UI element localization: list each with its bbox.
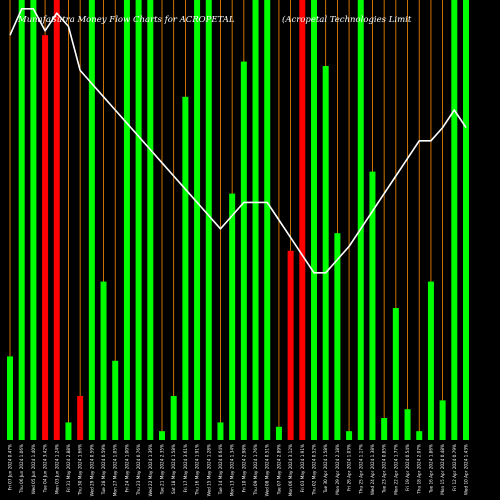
bar-series <box>7 0 469 441</box>
bar <box>427 281 434 440</box>
bar <box>88 0 95 440</box>
bar <box>159 431 165 440</box>
x-tick-label: Tue 04 Jun 2024 3.42% <box>43 444 48 493</box>
bar <box>451 0 458 440</box>
x-tick-label: Fri 26 Apr 2024 1.03% <box>347 444 352 491</box>
bar <box>30 0 37 440</box>
bar <box>170 396 177 440</box>
bar <box>381 418 388 440</box>
bar <box>205 0 212 440</box>
x-tick-label: Thu 16 May 2024 1.91% <box>195 444 200 496</box>
x-tick-label: Tue 21 May 2024 2.35% <box>160 444 165 495</box>
bar <box>404 409 411 440</box>
x-tick-label: Sat 18 May 2024 1.58% <box>171 444 176 494</box>
bar <box>135 0 142 440</box>
bar <box>322 66 329 440</box>
x-tick-label: Tue 07 May 2024 2.89% <box>276 444 281 495</box>
x-tick-label: Mon 29 Apr 2024 2.18% <box>335 444 340 495</box>
x-tick-label: Thu 25 Apr 2024 1.17% <box>358 444 363 495</box>
bar <box>77 396 84 440</box>
x-tick-label: Mon 06 May 2024 3.12% <box>288 444 293 496</box>
x-tick-label: Fri 31 May 2024 2.88% <box>66 444 71 492</box>
bar <box>100 281 107 440</box>
x-tick-labels: Fri 07 Jun 2024 0.47% Thu 06 Jun 2024 1.0… <box>8 444 469 496</box>
bar <box>42 35 49 440</box>
bar <box>392 308 399 440</box>
chart-subtitle: (Acropetal Technologies Limit <box>282 14 412 25</box>
bar <box>287 250 294 440</box>
bar <box>275 426 282 440</box>
bar <box>369 171 376 440</box>
x-tick-label: Wed 15 May 2024 1.28% <box>206 444 211 496</box>
x-tick-label: Mon 22 Apr 2024 1.77% <box>393 444 398 495</box>
bar <box>463 0 469 440</box>
x-tick-label: Mon 13 May 2024 1.34% <box>230 444 235 496</box>
x-tick-label: Mon 03 Jun 2024 1.24% <box>54 444 59 494</box>
x-tick-label: Fri 03 May 2024 1.91% <box>300 444 305 492</box>
x-tick-label: Mon 27 May 2024 1.05% <box>113 444 118 496</box>
x-tick-label: Fri 24 May 2024 1.00% <box>124 444 129 492</box>
x-tick-label: Thu 18 Apr 2024 2.07% <box>417 444 422 495</box>
x-tick-label: Wed 24 Apr 2024 1.38% <box>370 444 375 495</box>
x-tick-label: Fri 10 May 2024 2.98% <box>241 444 246 492</box>
x-tick-label: Thu 06 Jun 2024 1.06% <box>19 444 24 494</box>
bar <box>182 96 189 441</box>
x-tick-label: Tue 23 Apr 2024 0.85% <box>382 444 387 494</box>
bar <box>112 360 119 440</box>
bar <box>416 431 423 440</box>
money-flow-line <box>9 8 467 274</box>
bar <box>123 0 130 440</box>
x-tick-label: Fri 19 Apr 2024 0.54% <box>405 444 410 491</box>
bar <box>357 0 364 440</box>
bar <box>229 193 236 440</box>
x-tick-label: Wed 10 Apr 2024 1.43% <box>464 444 469 495</box>
bar <box>334 233 341 440</box>
bar <box>240 61 247 440</box>
bar <box>311 0 317 440</box>
x-tick-label: Mon 15 Apr 2024 0.48% <box>440 444 445 495</box>
bar <box>53 0 60 440</box>
bar <box>252 0 259 440</box>
x-tick-label: Fri 17 May 2024 3.61% <box>183 444 188 492</box>
bar <box>194 0 201 440</box>
x-tick-label: Thu 02 May 2024 0.52% <box>312 444 317 496</box>
x-tick-label: Tue 16 Apr 2024 1.86% <box>428 444 433 494</box>
bar <box>217 422 224 440</box>
bar <box>346 431 353 440</box>
x-tick-label: Thu 09 May 2024 1.76% <box>253 444 258 496</box>
bar <box>147 0 154 440</box>
x-tick-label: Fri 12 Apr 2024 0.79% <box>452 444 457 491</box>
bar <box>18 0 25 440</box>
x-tick-label: Tue 14 May 2024 0.64% <box>218 444 223 495</box>
x-tick-label: Wed 29 May 2024 0.59% <box>89 444 94 496</box>
bar <box>7 356 13 440</box>
x-tick-label: Wed 05 Jun 2024 1.40% <box>31 444 36 494</box>
bar <box>264 0 271 440</box>
x-tick-label: Thu 30 May 2024 1.66% <box>78 444 83 496</box>
bar <box>65 422 72 440</box>
x-tick-label: Thu 23 May 2024 0.76% <box>136 444 141 496</box>
x-tick-label: Tue 30 Apr 2024 1.58% <box>323 444 328 494</box>
bar <box>299 0 306 440</box>
bar <box>439 400 446 440</box>
chart-title: MunafaSutra Money Flow Charts for ACROPE… <box>17 15 235 25</box>
x-tick-label: Wed 08 May 2024 0.51% <box>265 444 270 496</box>
x-tick-label: Wed 22 May 2024 1.36% <box>148 444 153 496</box>
x-tick-label: Tue 28 May 2024 0.59% <box>101 444 106 495</box>
x-tick-label: Fri 07 Jun 2024 0.47% <box>8 444 13 490</box>
